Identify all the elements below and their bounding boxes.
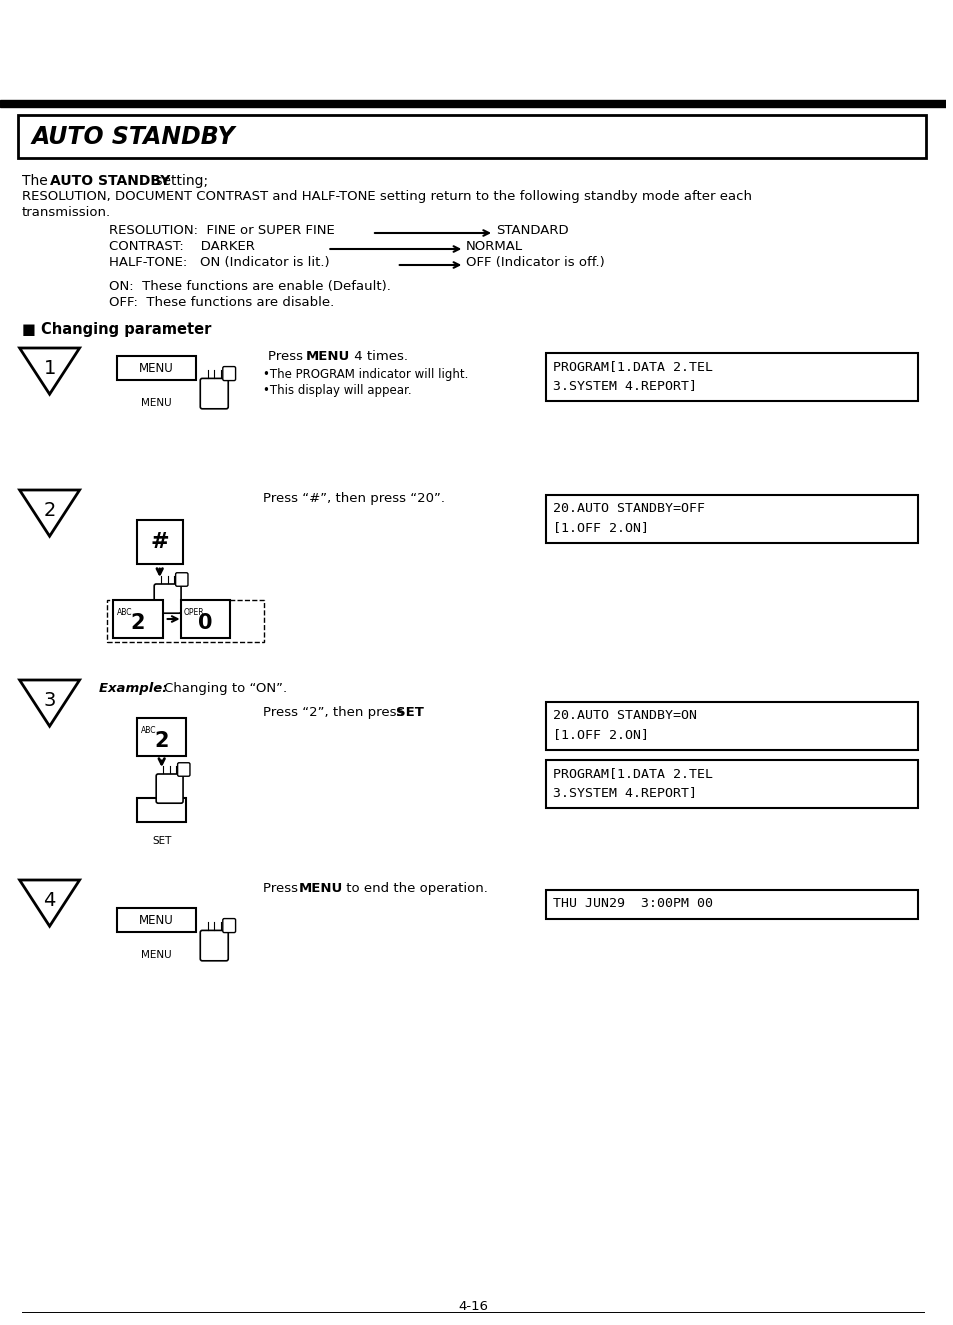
Text: MENU: MENU: [139, 362, 173, 375]
Text: Press “#”, then press “20”.: Press “#”, then press “20”.: [263, 492, 444, 505]
Bar: [545, 890, 917, 920]
Text: •The PROGRAM indicator will light.: •The PROGRAM indicator will light.: [263, 368, 468, 382]
Text: MENU: MENU: [141, 950, 172, 961]
FancyBboxPatch shape: [107, 600, 264, 643]
Text: PROGRAM[1.DATA 2.TEL: PROGRAM[1.DATA 2.TEL: [553, 360, 713, 374]
Text: SET: SET: [152, 836, 172, 845]
Text: 3: 3: [44, 692, 55, 710]
Text: 2: 2: [44, 501, 55, 521]
Bar: [117, 356, 196, 380]
Text: Changing to “ON”.: Changing to “ON”.: [164, 682, 287, 696]
Text: 4 times.: 4 times.: [350, 350, 408, 363]
FancyBboxPatch shape: [223, 918, 235, 933]
Text: 2: 2: [154, 731, 169, 751]
Text: OFF (Indicator is off.): OFF (Indicator is off.): [466, 256, 604, 269]
Text: MENU: MENU: [139, 913, 173, 926]
Text: SET: SET: [395, 706, 423, 719]
Text: Press: Press: [268, 350, 307, 363]
Text: AUTO STANDBY: AUTO STANDBY: [50, 174, 170, 188]
Bar: [0, 99, 945, 107]
Text: .: .: [416, 706, 420, 719]
Text: ■ Changing parameter: ■ Changing parameter: [22, 322, 211, 337]
Bar: [136, 718, 186, 757]
Text: MENU: MENU: [305, 350, 350, 363]
Text: OFF:  These functions are disable.: OFF: These functions are disable.: [109, 295, 334, 309]
Text: MENU: MENU: [298, 882, 342, 894]
Text: RESOLUTION:  FINE or SUPER FINE: RESOLUTION: FINE or SUPER FINE: [109, 224, 338, 237]
Bar: [117, 908, 196, 931]
Text: OPER: OPER: [183, 608, 204, 617]
Text: ON:  These functions are enable (Default).: ON: These functions are enable (Default)…: [109, 280, 391, 293]
FancyBboxPatch shape: [223, 367, 235, 380]
Bar: [180, 600, 230, 639]
Text: Press “2”, then press: Press “2”, then press: [263, 706, 407, 719]
Bar: [136, 519, 182, 564]
Text: [1.OFF 2.ON]: [1.OFF 2.ON]: [553, 727, 649, 741]
Text: 1: 1: [44, 359, 55, 379]
FancyBboxPatch shape: [156, 774, 183, 803]
Text: CONTRAST:    DARKER: CONTRAST: DARKER: [109, 240, 259, 253]
FancyBboxPatch shape: [200, 930, 228, 961]
Bar: [113, 600, 163, 639]
Text: #: #: [151, 533, 169, 553]
Text: 3.SYSTEM 4.REPORT]: 3.SYSTEM 4.REPORT]: [553, 379, 697, 392]
Bar: [545, 702, 917, 750]
Text: THU JUN29  3:00PM 00: THU JUN29 3:00PM 00: [553, 897, 713, 910]
Bar: [136, 798, 186, 822]
Bar: [545, 761, 917, 808]
Text: Press: Press: [263, 882, 302, 894]
Text: 0: 0: [198, 613, 213, 633]
FancyBboxPatch shape: [177, 763, 190, 776]
Text: 20.AUTO STANDBY=OFF: 20.AUTO STANDBY=OFF: [553, 502, 705, 515]
FancyBboxPatch shape: [175, 572, 188, 586]
Text: 2: 2: [131, 613, 145, 633]
Text: 4: 4: [44, 892, 55, 910]
Text: NORMAL: NORMAL: [466, 240, 523, 253]
Text: RESOLUTION, DOCUMENT CONTRAST and HALF-TONE setting return to the following stan: RESOLUTION, DOCUMENT CONTRAST and HALF-T…: [22, 189, 751, 203]
Text: transmission.: transmission.: [22, 205, 111, 219]
Text: Example:: Example:: [99, 682, 172, 696]
Text: ABC: ABC: [117, 608, 132, 617]
Bar: [545, 352, 917, 401]
Text: HALF-TONE:   ON (Indicator is lit.): HALF-TONE: ON (Indicator is lit.): [109, 256, 334, 269]
Text: to end the operation.: to end the operation.: [342, 882, 488, 894]
Text: 20.AUTO STANDBY=ON: 20.AUTO STANDBY=ON: [553, 709, 697, 722]
FancyBboxPatch shape: [200, 379, 228, 409]
Text: 4-16: 4-16: [457, 1300, 488, 1313]
Text: STANDARD: STANDARD: [496, 224, 568, 237]
FancyBboxPatch shape: [154, 584, 181, 613]
Text: [1.OFF 2.ON]: [1.OFF 2.ON]: [553, 521, 649, 534]
Text: PROGRAM[1.DATA 2.TEL: PROGRAM[1.DATA 2.TEL: [553, 767, 713, 780]
Bar: [18, 115, 925, 158]
Text: •This display will appear.: •This display will appear.: [263, 384, 411, 398]
Text: MENU: MENU: [141, 398, 172, 408]
Text: setting;: setting;: [151, 174, 208, 188]
Text: ABC: ABC: [141, 726, 156, 735]
Text: 3.SYSTEM 4.REPORT]: 3.SYSTEM 4.REPORT]: [553, 786, 697, 799]
Text: AUTO STANDBY: AUTO STANDBY: [31, 125, 235, 148]
Text: The: The: [22, 174, 51, 188]
Bar: [545, 496, 917, 543]
